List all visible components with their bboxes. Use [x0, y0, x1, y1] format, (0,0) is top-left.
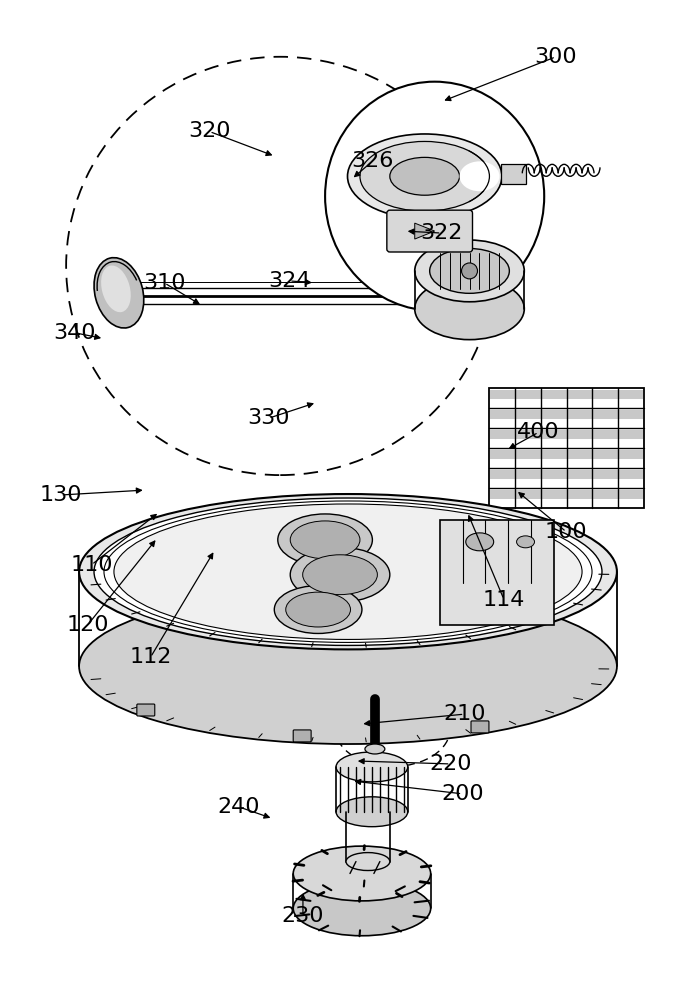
Ellipse shape: [365, 744, 385, 754]
Bar: [491, 430, 643, 439]
FancyBboxPatch shape: [387, 210, 473, 252]
Ellipse shape: [94, 498, 602, 645]
FancyBboxPatch shape: [293, 730, 311, 742]
Ellipse shape: [114, 504, 582, 639]
Text: 322: 322: [420, 223, 463, 243]
Text: 340: 340: [53, 323, 95, 343]
Bar: [491, 450, 643, 459]
Ellipse shape: [466, 533, 493, 551]
Ellipse shape: [290, 547, 390, 602]
Text: 310: 310: [143, 273, 186, 293]
Ellipse shape: [79, 589, 617, 744]
Ellipse shape: [278, 514, 372, 566]
Text: 230: 230: [282, 906, 324, 926]
Text: 240: 240: [217, 797, 260, 817]
Ellipse shape: [360, 141, 489, 211]
Ellipse shape: [303, 555, 377, 595]
Ellipse shape: [347, 134, 502, 219]
Bar: [440, 520, 554, 625]
FancyBboxPatch shape: [293, 581, 311, 593]
Polygon shape: [415, 223, 435, 239]
Text: 320: 320: [188, 121, 230, 141]
FancyBboxPatch shape: [471, 721, 489, 733]
Ellipse shape: [101, 265, 131, 312]
Ellipse shape: [516, 536, 535, 548]
Text: 100: 100: [545, 522, 587, 542]
Ellipse shape: [293, 846, 431, 901]
Bar: [491, 490, 643, 499]
Bar: [489, 388, 644, 508]
Ellipse shape: [104, 501, 592, 642]
Ellipse shape: [346, 853, 390, 871]
Text: 330: 330: [247, 408, 290, 428]
Ellipse shape: [390, 157, 459, 195]
Ellipse shape: [336, 797, 408, 827]
Text: 400: 400: [517, 422, 560, 442]
Ellipse shape: [286, 592, 351, 627]
Text: 210: 210: [443, 704, 486, 724]
FancyBboxPatch shape: [137, 607, 155, 619]
FancyBboxPatch shape: [137, 704, 155, 716]
Text: 300: 300: [535, 47, 577, 67]
Ellipse shape: [325, 82, 544, 311]
Ellipse shape: [429, 249, 509, 293]
Bar: [491, 390, 643, 399]
Text: 114: 114: [483, 590, 525, 610]
Text: 200: 200: [441, 784, 484, 804]
Text: 326: 326: [351, 151, 393, 171]
Ellipse shape: [415, 278, 524, 340]
Text: 120: 120: [67, 615, 109, 635]
Bar: [491, 410, 643, 419]
Ellipse shape: [459, 161, 500, 191]
Text: 324: 324: [268, 271, 310, 291]
FancyBboxPatch shape: [501, 164, 526, 184]
Text: 110: 110: [70, 555, 113, 575]
Ellipse shape: [336, 752, 408, 782]
FancyBboxPatch shape: [471, 590, 489, 602]
Ellipse shape: [293, 881, 431, 936]
Text: 220: 220: [429, 754, 472, 774]
Text: 112: 112: [129, 647, 172, 667]
Text: 130: 130: [39, 485, 81, 505]
Circle shape: [461, 263, 477, 279]
Ellipse shape: [274, 586, 362, 633]
Ellipse shape: [415, 240, 524, 302]
Ellipse shape: [290, 521, 360, 559]
Ellipse shape: [79, 494, 617, 649]
Ellipse shape: [94, 258, 144, 328]
Bar: [491, 470, 643, 479]
